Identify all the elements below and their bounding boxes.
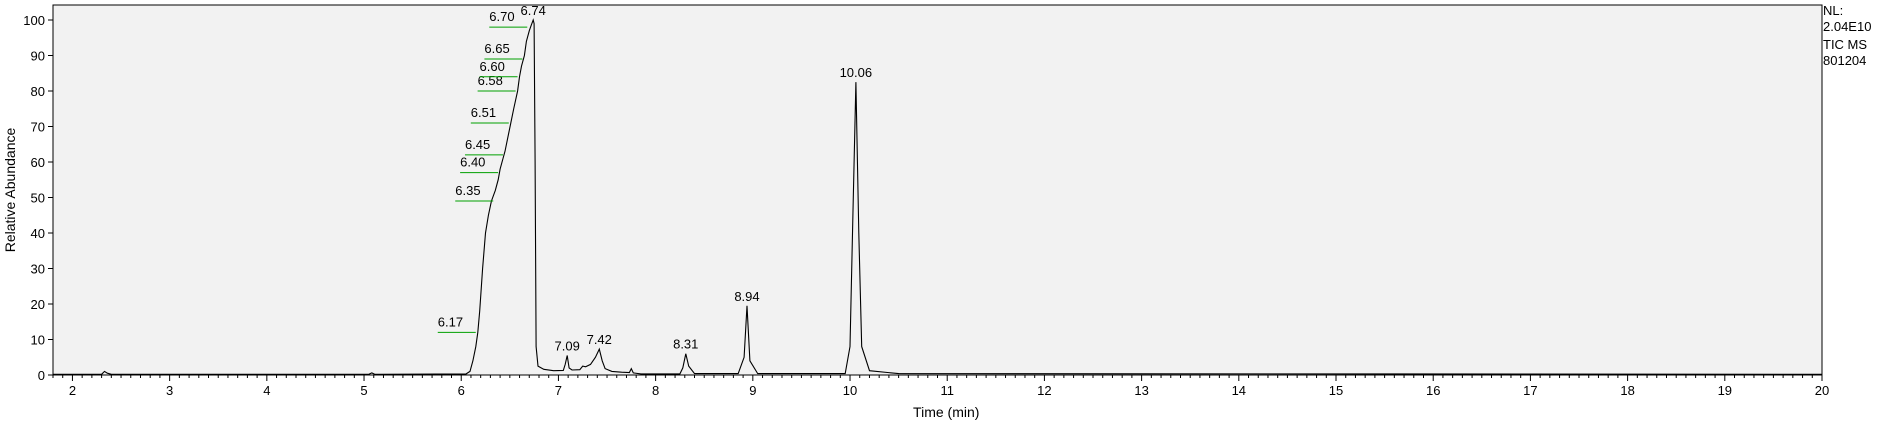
x-tick-label: 18 <box>1620 383 1634 398</box>
x-tick-label: 3 <box>166 383 173 398</box>
peak-label: 10.06 <box>840 65 873 80</box>
tic-trace-line <box>53 18 1823 375</box>
y-axis-title: Relative Abundance <box>2 128 18 253</box>
y-axis: 0 10 20 30 40 50 60 70 80 90 100 <box>23 13 53 383</box>
x-tick-label: 6 <box>458 383 465 398</box>
y-tick-label: 10 <box>31 333 45 348</box>
y-tick-label: 30 <box>31 262 45 277</box>
x-tick-label: 16 <box>1426 383 1440 398</box>
nl-label: NL: <box>1823 3 1844 18</box>
peak-label: 7.09 <box>555 338 580 353</box>
x-tick-label: 7 <box>555 383 562 398</box>
peak-label: 8.94 <box>734 289 759 304</box>
x-tick-label: 14 <box>1232 383 1246 398</box>
x-tick-label: 17 <box>1523 383 1537 398</box>
x-tick-label: 11 <box>940 383 954 398</box>
x-tick-label: 15 <box>1329 383 1343 398</box>
trace-type: TIC MS <box>1823 37 1868 52</box>
peak-label: 6.70 <box>489 9 514 24</box>
sample-id: 801204 <box>1823 53 1867 68</box>
peak-label: 6.17 <box>438 314 463 329</box>
x-tick-label: 9 <box>749 383 756 398</box>
x-tick-label: 2 <box>69 383 76 398</box>
x-axis: 2 3 4 5 6 7 8 9 10 11 12 13 14 15 16 17 18 19 20 <box>52 375 1829 398</box>
y-tick-label: 60 <box>31 155 45 170</box>
y-tick-label: 100 <box>23 13 45 28</box>
y-tick-label: 80 <box>31 84 45 99</box>
plot-area <box>52 4 1823 376</box>
peak-label: 6.74 <box>521 3 546 18</box>
y-tick-label: 40 <box>31 226 45 241</box>
x-tick-label: 13 <box>1134 383 1148 398</box>
y-tick-label: 20 <box>31 297 45 312</box>
peak-label: 6.51 <box>471 105 496 120</box>
peak-labels: 6.17 6.35 6.40 6.45 6.51 6.586.60 6.65 6.70 6.74… <box>437 3 873 353</box>
x-tick-label: 4 <box>263 383 270 398</box>
y-tick-label: 50 <box>31 191 45 206</box>
x-tick-label: 8 <box>652 383 659 398</box>
peak-label: 6.65 <box>484 41 509 56</box>
y-tick-label: 70 <box>31 120 45 135</box>
x-tick-label: 20 <box>1815 383 1829 398</box>
peak-label: 6.58 <box>478 73 503 88</box>
x-tick-label: 10 <box>843 383 857 398</box>
x-axis-title: Time (min) <box>913 404 979 420</box>
peak-label: 6.40 <box>460 155 485 170</box>
peak-label: 6.60 <box>480 59 505 74</box>
nl-value: 2.04E10 <box>1823 19 1872 34</box>
peak-label: 8.31 <box>673 337 698 352</box>
y-tick-label: 90 <box>31 49 45 64</box>
peak-label: 7.42 <box>587 332 612 347</box>
y-tick-label: 0 <box>38 368 45 383</box>
x-tick-label: 5 <box>360 383 367 398</box>
x-tick-label: 12 <box>1037 383 1051 398</box>
peak-label: 6.45 <box>465 137 490 152</box>
x-tick-label: 19 <box>1718 383 1732 398</box>
peak-label: 6.35 <box>455 183 480 198</box>
